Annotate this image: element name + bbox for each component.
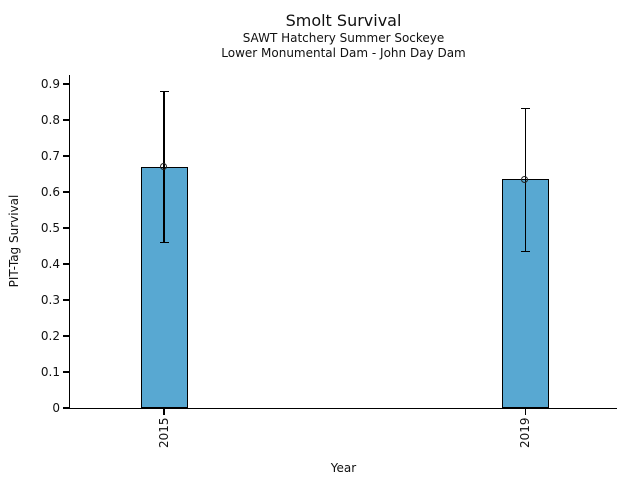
y-tick-mark	[63, 299, 69, 301]
error-cap-bottom-2019	[520, 250, 530, 253]
y-axis-spine	[69, 75, 71, 408]
title-block: Smolt Survival SAWT Hatchery Summer Sock…	[70, 11, 617, 61]
y-tick-label: 0.1	[40, 365, 60, 379]
error-cap-top-2015	[159, 90, 169, 92]
chart-subtitle-line2: Lower Monumental Dam - John Day Dam	[221, 46, 466, 60]
x-axis-spine	[69, 407, 617, 409]
y-tick-label: 0.6	[40, 185, 60, 199]
x-tick-label-text: 2019	[518, 417, 533, 448]
x-tick-label-2015: 2015	[157, 417, 172, 448]
x-axis-label: Year	[330, 461, 357, 475]
chart-title: Smolt Survival	[285, 11, 402, 30]
bar-2019	[501, 179, 549, 408]
y-tick-mark	[63, 227, 69, 229]
y-tick-label: 0.9	[40, 77, 60, 91]
data-point-marker-2015	[160, 163, 168, 171]
y-tick-mark	[63, 335, 69, 337]
y-axis-label: PIT-Tag Survival	[7, 194, 21, 288]
y-tick-label: 0.2	[40, 329, 60, 343]
y-tick-label: 0.4	[40, 257, 60, 271]
y-tick-mark	[63, 263, 69, 265]
plot-area: 0 0.1 0.2 0.3 0.4 0.5 0.6 0.7 0.8 0.9 2015 2019	[41, 75, 617, 448]
y-tick-mark	[63, 119, 69, 121]
y-tick-label: 0	[52, 401, 60, 415]
x-tick-label-text: 2015	[157, 417, 172, 448]
y-tick-mark	[63, 191, 69, 193]
data-point-marker-2019	[521, 175, 529, 183]
y-tick-label: 0.8	[40, 113, 60, 127]
y-tick-mark	[63, 155, 69, 157]
y-tick-label: 0.3	[40, 293, 60, 307]
y-tick-mark	[63, 83, 69, 85]
y-tick-mark	[63, 407, 69, 409]
error-cap-bottom-2015	[159, 241, 169, 244]
x-tick-label-2019: 2019	[518, 417, 533, 448]
x-tick-mark	[163, 409, 165, 415]
error-cap-top-2019	[520, 107, 530, 109]
y-tick-label: 0.5	[40, 221, 60, 235]
x-tick-mark	[524, 409, 526, 415]
chart-subtitle-line1: SAWT Hatchery Summer Sockeye	[242, 31, 445, 45]
y-tick-mark	[63, 371, 69, 373]
y-tick-label: 0.7	[40, 149, 60, 163]
